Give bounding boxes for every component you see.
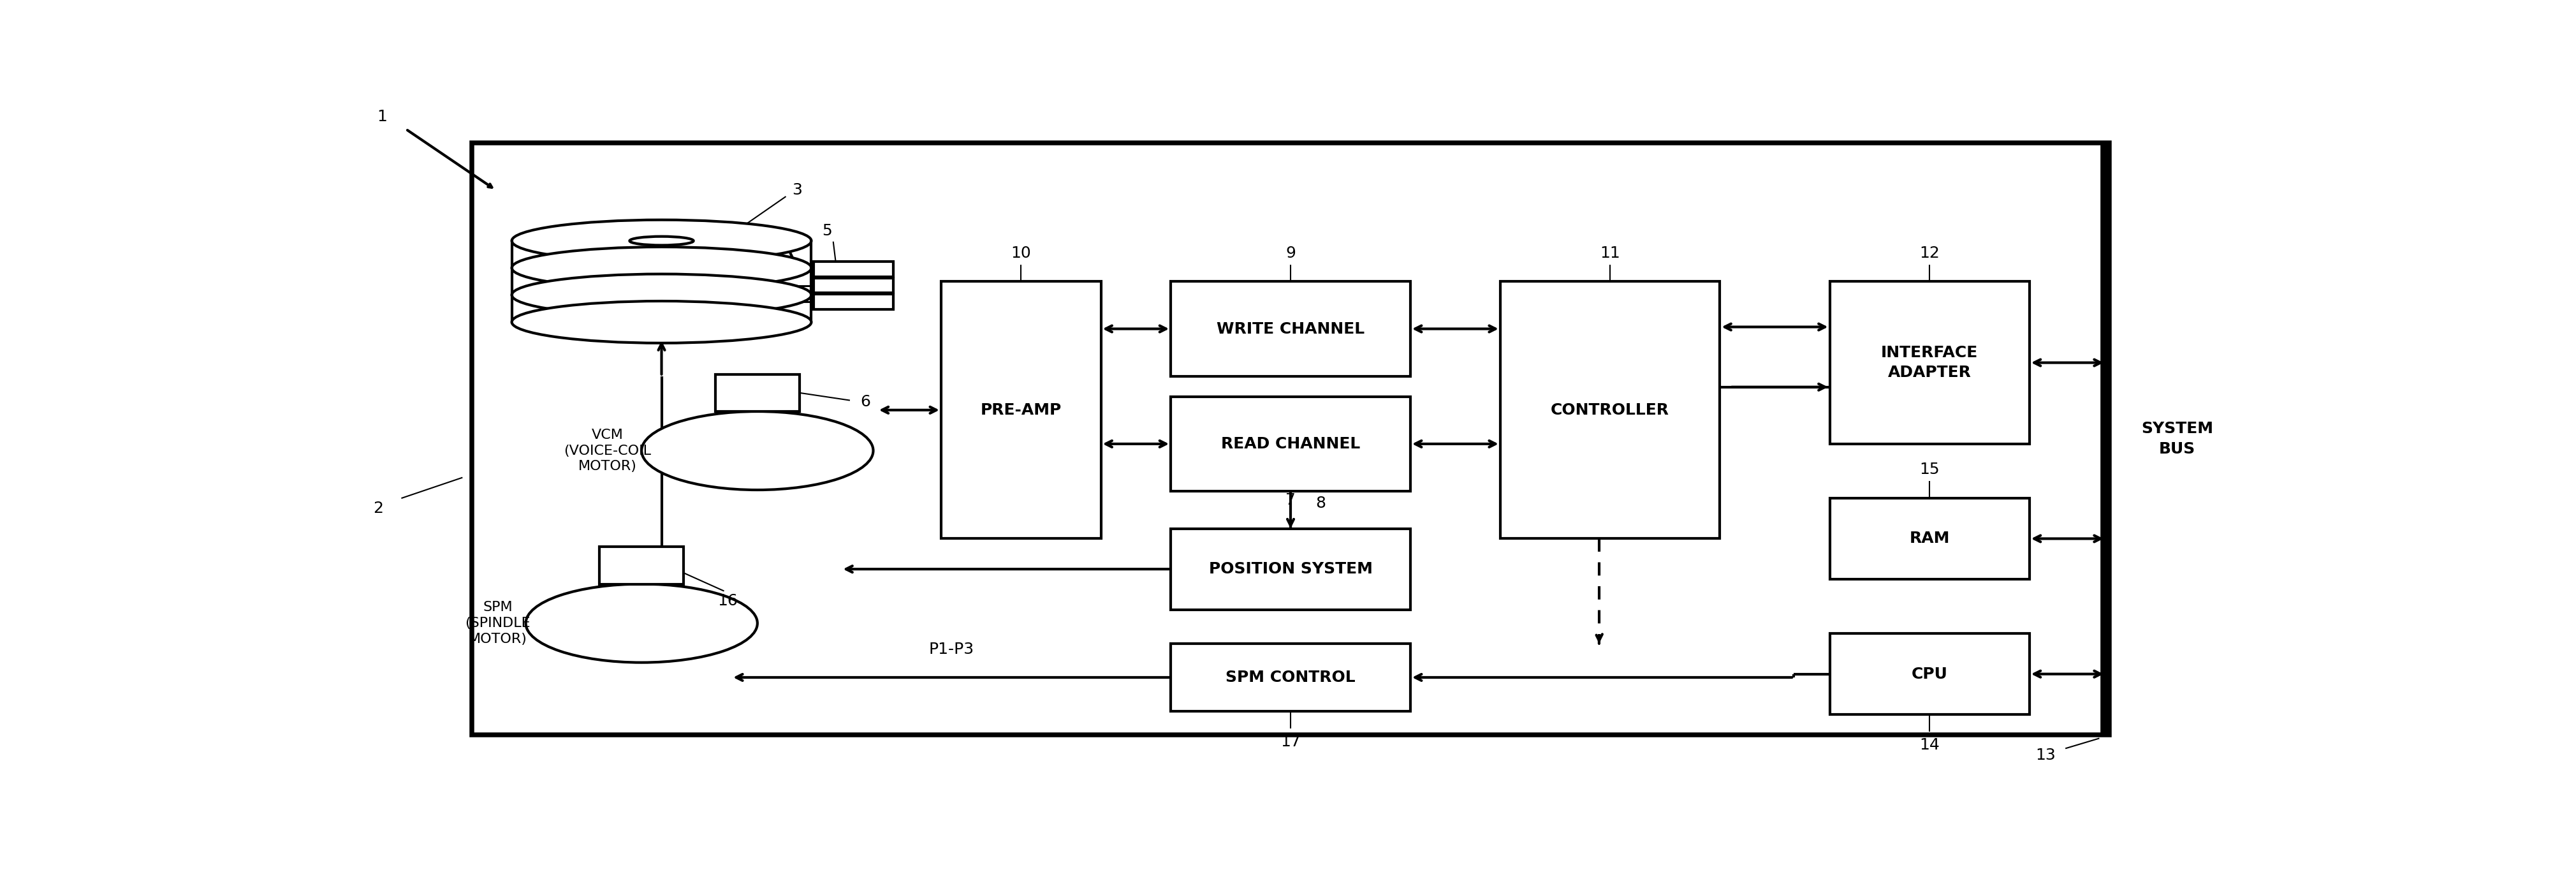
Text: CPU: CPU	[1911, 666, 1947, 682]
Text: 1: 1	[376, 109, 386, 125]
Bar	[716, 374, 799, 411]
Text: SYSTEM
BUS: SYSTEM BUS	[2141, 421, 2213, 456]
Text: 14: 14	[1919, 737, 1940, 752]
Ellipse shape	[513, 220, 811, 262]
Bar	[471, 142, 2110, 735]
Bar	[814, 294, 894, 309]
Text: 11: 11	[1600, 245, 1620, 261]
Text: 8: 8	[1316, 496, 1324, 511]
Bar	[1829, 498, 2030, 579]
Bar	[1170, 643, 1409, 711]
Text: VCM
(VOICE-COIL
MOTOR): VCM (VOICE-COIL MOTOR)	[564, 428, 652, 473]
Text: 7: 7	[1285, 492, 1296, 508]
Text: RAM: RAM	[1909, 531, 1950, 547]
Bar	[1170, 396, 1409, 491]
Circle shape	[526, 584, 757, 663]
Text: 17: 17	[1280, 734, 1301, 750]
Bar	[814, 262, 894, 277]
Bar	[1170, 281, 1409, 376]
Text: P1-P3: P1-P3	[927, 642, 974, 657]
Text: SPM
(SPINDLE
MOTOR): SPM (SPINDLE MOTOR)	[466, 601, 531, 645]
Text: 16: 16	[716, 593, 737, 608]
Text: 3: 3	[791, 183, 801, 198]
Bar	[600, 547, 683, 584]
Text: INTERFACE
ADAPTER: INTERFACE ADAPTER	[1880, 345, 1978, 381]
Text: WRITE CHANNEL: WRITE CHANNEL	[1216, 321, 1365, 337]
Text: 2: 2	[374, 500, 384, 516]
Bar	[1170, 528, 1409, 610]
Text: 12: 12	[1919, 245, 1940, 261]
Text: 5: 5	[822, 223, 832, 238]
Text: 13: 13	[2035, 747, 2056, 763]
Bar	[1829, 281, 2030, 444]
Text: 9: 9	[1285, 245, 1296, 261]
Text: POSITION SYSTEM: POSITION SYSTEM	[1208, 562, 1373, 577]
Ellipse shape	[513, 247, 811, 289]
Text: 10: 10	[1010, 245, 1030, 261]
Ellipse shape	[513, 274, 811, 316]
Bar	[1829, 634, 2030, 715]
Text: CONTROLLER: CONTROLLER	[1551, 403, 1669, 418]
Ellipse shape	[513, 301, 811, 343]
Circle shape	[641, 411, 873, 490]
Bar	[940, 281, 1100, 539]
Bar	[1499, 281, 1721, 539]
Text: READ CHANNEL: READ CHANNEL	[1221, 436, 1360, 452]
Bar	[814, 278, 894, 293]
Text: 6: 6	[860, 395, 871, 410]
Text: SPM CONTROL: SPM CONTROL	[1226, 670, 1355, 685]
Text: 4: 4	[757, 277, 765, 293]
Text: PRE-AMP: PRE-AMP	[981, 403, 1061, 418]
Text: 15: 15	[1919, 462, 1940, 477]
Ellipse shape	[629, 236, 693, 245]
